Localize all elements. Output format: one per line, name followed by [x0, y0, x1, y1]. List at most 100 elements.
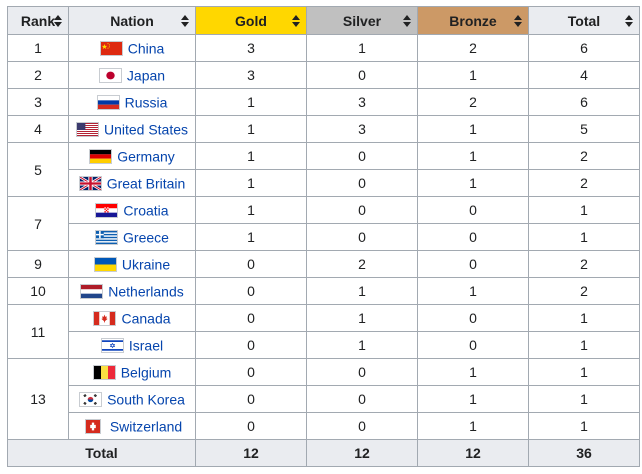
rank-cell: 10: [7, 277, 69, 305]
gold-cell: 1: [195, 142, 307, 170]
total-cell: 1: [528, 304, 640, 332]
croatia-flag-icon: [95, 203, 119, 219]
nation-cell: South Korea: [68, 385, 196, 413]
russia-flag-icon: [96, 95, 120, 111]
nation-link[interactable]: Netherlands: [108, 283, 184, 300]
bronze-cell: 1: [417, 115, 529, 143]
nation-link[interactable]: South Korea: [107, 391, 185, 408]
rank-cell: 9: [7, 250, 69, 278]
nation-cell: Russia: [68, 88, 196, 116]
nation-cell: Ukraine: [68, 250, 196, 278]
table-row: Greece 1 0 0 1: [8, 223, 640, 251]
total-cell: 6: [528, 88, 640, 116]
sort-icon[interactable]: [292, 15, 300, 27]
bronze-cell: 0: [417, 331, 529, 359]
gold-cell: 0: [195, 277, 307, 305]
rank-cell: 4: [7, 115, 69, 143]
nation-link[interactable]: Ukraine: [121, 256, 171, 273]
japan-flag-icon: [98, 68, 122, 84]
silver-cell: 0: [306, 385, 418, 413]
silver-cell: 1: [306, 277, 418, 305]
silver-cell: 0: [306, 61, 418, 89]
bronze-header-label: Bronze: [449, 12, 497, 29]
total-cell: 4: [528, 61, 640, 89]
switzerland-flag-icon: [84, 419, 101, 435]
table-row: 9 Ukraine 0 2 0 2: [7, 250, 640, 278]
rank-cell: 2: [7, 61, 69, 89]
bronze-cell: 1: [417, 385, 529, 413]
nation-link[interactable]: China: [127, 40, 165, 57]
nation-link[interactable]: Israel: [128, 337, 164, 354]
table-row: Switzerland 0 0 1 1: [8, 412, 640, 440]
total-cell: 5: [528, 115, 640, 143]
sort-icon[interactable]: [54, 15, 62, 27]
nation-link[interactable]: Germany: [117, 148, 175, 165]
table-row: 2 Japan 3 0 1 4: [7, 61, 640, 89]
silver-total: 12: [306, 439, 418, 467]
total-cell: 1: [528, 358, 640, 386]
gold-cell: 1: [195, 88, 307, 116]
table-row: Great Britain 1 0 1 2: [8, 169, 640, 197]
nation-cell: United States: [68, 115, 196, 143]
ukraine-flag-icon: [93, 257, 117, 273]
gold-cell: 0: [195, 412, 307, 440]
sort-icon[interactable]: [181, 15, 189, 27]
total-cell: 1: [528, 385, 640, 413]
nation-cell: China: [68, 34, 196, 62]
gold-total: 12: [195, 439, 307, 467]
nation-link[interactable]: Greece: [123, 229, 169, 246]
nation-header[interactable]: Nation: [68, 6, 196, 35]
table-row: 5 Germany 1 0 1 2: [7, 142, 640, 197]
silver-cell: 3: [306, 115, 418, 143]
silver-header-label: Silver: [342, 12, 382, 29]
bronze-cell: 1: [417, 358, 529, 386]
table-row: Israel 0 1 0 1: [8, 331, 640, 359]
nation-cell: Great Britain: [68, 169, 196, 197]
silver-cell: 0: [306, 169, 418, 197]
totals-label: Total: [7, 439, 196, 467]
nation-link[interactable]: Japan: [126, 67, 166, 84]
total-cell: 2: [528, 250, 640, 278]
rank-cell: 7: [7, 196, 69, 251]
sort-icon[interactable]: [403, 15, 411, 27]
bronze-cell: 2: [417, 34, 529, 62]
nation-cell: Canada: [68, 304, 196, 332]
nation-cell: Greece: [68, 223, 196, 251]
greece-flag-icon: [95, 230, 119, 246]
nation-link[interactable]: Russia: [124, 94, 168, 111]
total-header[interactable]: Total: [528, 6, 640, 35]
header-row: Rank Nation Gold Silver Bronze Total: [7, 6, 640, 35]
total-cell: 2: [528, 277, 640, 305]
sort-icon[interactable]: [625, 15, 633, 27]
bronze-header[interactable]: Bronze: [417, 6, 529, 35]
china-flag-icon: [99, 41, 123, 57]
sort-icon[interactable]: [514, 15, 522, 27]
nation-link[interactable]: Great Britain: [106, 175, 186, 192]
gold-header[interactable]: Gold: [195, 6, 307, 35]
table-row: South Korea 0 0 1 1: [8, 385, 640, 413]
rank-cell: 1: [7, 34, 69, 62]
nation-cell: Croatia: [68, 196, 196, 224]
gold-cell: 0: [195, 331, 307, 359]
bronze-cell: 1: [417, 61, 529, 89]
gold-cell: 1: [195, 223, 307, 251]
gold-cell: 0: [195, 358, 307, 386]
nation-link[interactable]: United States: [103, 121, 189, 138]
bronze-cell: 1: [417, 277, 529, 305]
rank-header[interactable]: Rank: [7, 6, 69, 35]
silver-cell: 1: [306, 331, 418, 359]
nation-link[interactable]: Switzerland: [109, 418, 183, 435]
nation-cell: Germany: [68, 142, 196, 170]
table-row: 4 United States 1 3 1 5: [7, 115, 640, 143]
nation-link[interactable]: Canada: [121, 310, 171, 327]
table-row: 7 Croatia 1 0 0 1: [7, 196, 640, 251]
belgium-flag-icon: [92, 365, 116, 381]
gold-cell: 3: [195, 61, 307, 89]
nation-link[interactable]: Belgium: [120, 364, 172, 381]
bronze-cell: 2: [417, 88, 529, 116]
gold-cell: 0: [195, 250, 307, 278]
total-cell: 1: [528, 223, 640, 251]
silver-header[interactable]: Silver: [306, 6, 418, 35]
nation-link[interactable]: Croatia: [123, 202, 169, 219]
israel-flag-icon: [100, 338, 124, 354]
